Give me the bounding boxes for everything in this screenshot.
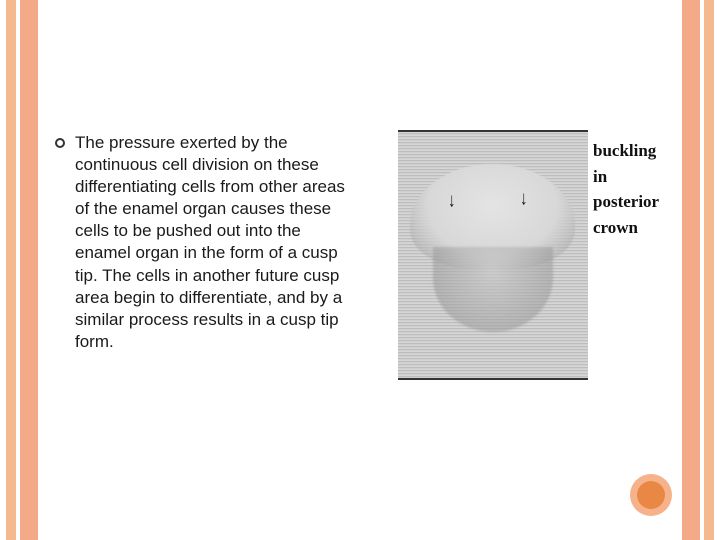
decor-stripe-right-inner <box>682 0 700 540</box>
decor-circle <box>630 474 672 516</box>
slide-body: The pressure exerted by the continuous c… <box>55 132 355 353</box>
bullet-text: The pressure exerted by the continuous c… <box>75 132 355 353</box>
decor-stripe-right-outer <box>704 0 714 540</box>
decor-stripe-left-outer <box>6 0 16 540</box>
arrow-icon: ↓ <box>448 189 456 211</box>
figure-label: buckling <box>593 138 648 164</box>
arrow-icon: ↓ <box>520 187 528 209</box>
figure-label: crown <box>593 215 648 241</box>
figure: ↓ ↓ buckling in posterior crown <box>398 130 643 380</box>
figure-labels: buckling in posterior crown <box>593 138 648 240</box>
decor-stripe-left-inner <box>20 0 38 540</box>
figure-label: in <box>593 164 648 190</box>
bullet-icon <box>55 138 65 148</box>
figure-label: posterior <box>593 189 648 215</box>
figure-image: ↓ ↓ <box>398 130 588 380</box>
bullet-item: The pressure exerted by the continuous c… <box>55 132 355 353</box>
decor-circle-inner <box>637 481 665 509</box>
